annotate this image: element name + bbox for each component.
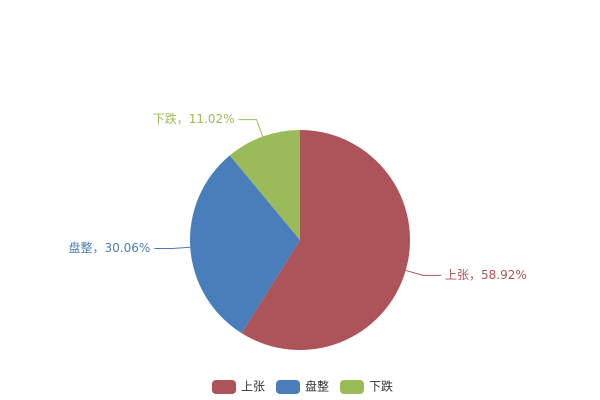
data-label: 下跌，11.02%	[153, 111, 235, 126]
pie-slice	[189, 155, 300, 334]
leader-line	[405, 269, 442, 276]
data-label: 上张，58.92%	[445, 268, 527, 282]
legend-swatch	[212, 380, 236, 394]
legend-label: 上张	[241, 380, 265, 394]
pie-slice	[241, 130, 410, 350]
legend-label: 盘整	[305, 379, 329, 394]
data-label: 盘整，30.06%	[69, 240, 151, 255]
legend-swatch	[276, 380, 300, 394]
legend-label: 下跌	[369, 379, 393, 394]
pie-slice	[229, 130, 300, 240]
legend-swatch	[340, 380, 364, 394]
leader-line	[154, 246, 191, 249]
leader-line	[238, 119, 264, 137]
